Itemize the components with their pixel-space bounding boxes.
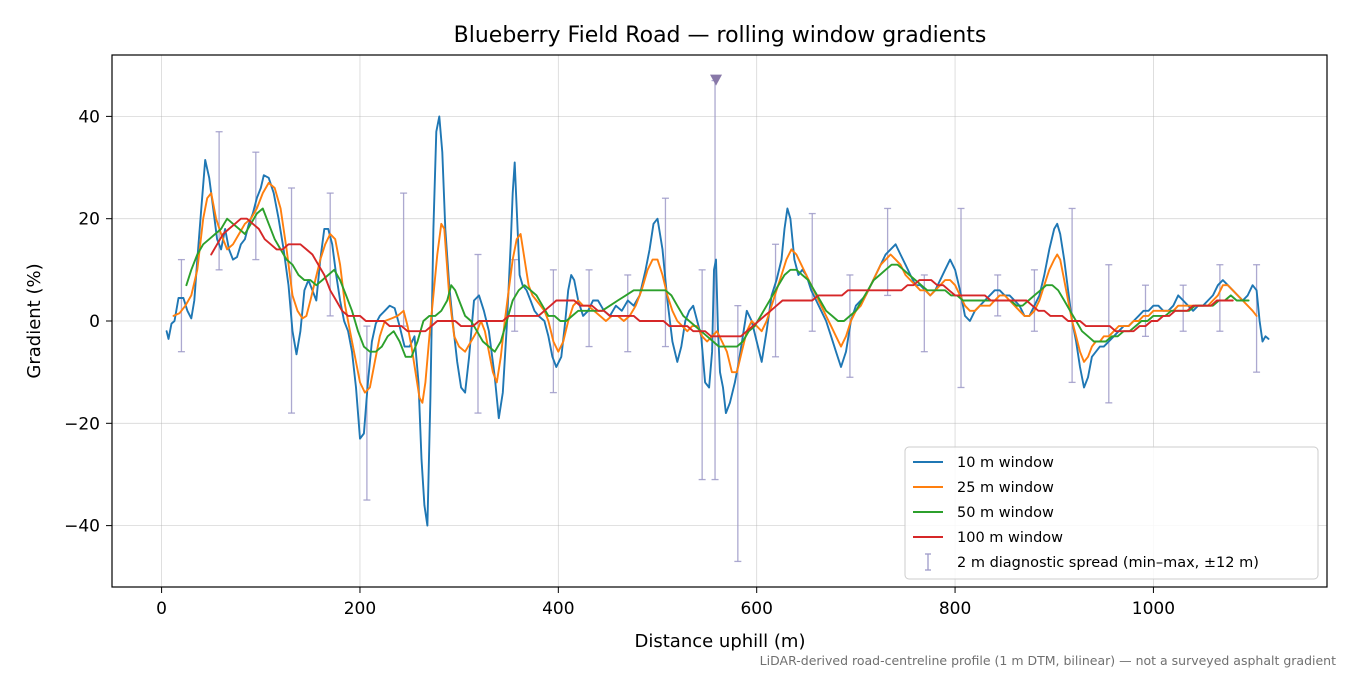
series-line-3	[210, 217, 1234, 338]
legend-item: 100 m window	[913, 530, 1063, 546]
y-tick-label: 20	[78, 210, 100, 230]
footnote: LiDAR-derived road-centreline profile (1…	[760, 653, 1336, 668]
diagnostic-spread-bar	[1253, 264, 1261, 373]
x-tick-label: 600	[740, 599, 772, 619]
x-tick-label: 1000	[1132, 599, 1175, 619]
series-line-1	[172, 181, 1258, 404]
x-axis-label: Distance uphill (m)	[635, 631, 806, 652]
diagnostic-spread-bar	[177, 258, 185, 353]
series-line-2	[185, 207, 1250, 358]
diagnostic-spread-bar	[808, 212, 816, 332]
legend-item: 2 m diagnostic spread (min–max, ±12 m)	[925, 553, 1259, 571]
ticks: 0 200 400 600 800 1000 −40 −20 0 20 40	[64, 107, 1175, 619]
diagnostic-spread-bar	[288, 187, 296, 414]
diagnostic-spread-bar	[698, 269, 706, 481]
y-axis-label: Gradient (%)	[24, 263, 45, 378]
legend-label: 25 m window	[957, 480, 1054, 496]
legend-label: 50 m window	[957, 505, 1054, 521]
diagnostic-spread-bar	[1068, 207, 1076, 384]
legend-item: 50 m window	[913, 505, 1054, 521]
legend-item: 25 m window	[913, 480, 1054, 496]
y-tick-label: 40	[78, 107, 100, 127]
x-tick-label: 200	[344, 599, 376, 619]
diagnostic-spread-bar	[549, 269, 557, 394]
diagnostic-spread-bar	[1216, 264, 1224, 332]
diagnostic-spread-bar	[624, 274, 632, 353]
legend-label: 2 m diagnostic spread (min–max, ±12 m)	[957, 555, 1259, 571]
diagnostic-spread-bar	[1030, 269, 1038, 332]
legend-item: 10 m window	[913, 455, 1054, 471]
legend: 10 m window 25 m window 50 m window 100 m w…	[904, 446, 1319, 580]
y-tick-label: 0	[89, 312, 100, 332]
legend-box	[904, 446, 1319, 580]
diagnostic-spread-bar	[1179, 284, 1187, 332]
y-tick-label: −20	[64, 414, 100, 434]
diagnostic-spread-bar	[772, 243, 780, 358]
legend-label: 100 m window	[957, 530, 1063, 546]
diagnostic-spread-bar	[994, 274, 1002, 317]
chart-title: Blueberry Field Road — rolling window gr…	[454, 23, 987, 48]
diagnostic-spread-bar	[252, 151, 260, 261]
legend-label: 10 m window	[957, 455, 1054, 471]
diagnostic-spread-bar	[734, 305, 742, 563]
series-layer	[165, 74, 1270, 563]
x-tick-label: 0	[156, 599, 167, 619]
y-tick-label: −40	[64, 517, 100, 537]
clipped-spread-marker	[710, 74, 723, 86]
diagnostic-spread-bar	[326, 192, 334, 317]
diagnostic-spread-bar	[363, 325, 371, 501]
x-tick-label: 800	[939, 599, 971, 619]
x-tick-label: 400	[542, 599, 574, 619]
diagnostic-spread-bar	[1105, 264, 1113, 404]
